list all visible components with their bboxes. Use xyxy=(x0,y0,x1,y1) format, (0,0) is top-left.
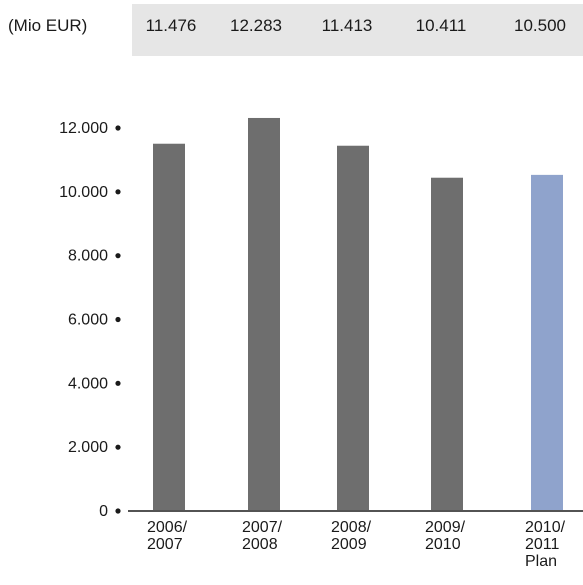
bar xyxy=(248,117,280,510)
x-category-label-line: Plan xyxy=(525,553,557,570)
y-tick-label: 4.000 xyxy=(68,375,108,392)
y-tick-label: 0 xyxy=(99,503,108,520)
bar xyxy=(337,145,369,510)
y-tick-label: 6.000 xyxy=(68,312,108,329)
strip-value-3: 11.413 xyxy=(321,16,373,35)
y-tick-marker xyxy=(115,189,121,195)
bar xyxy=(153,143,185,510)
y-tick-label: 8.000 xyxy=(68,248,108,265)
x-category-label-line: 2008/ xyxy=(331,519,372,536)
x-category-label-line: 2008 xyxy=(242,536,278,553)
bar xyxy=(431,177,463,510)
y-tick-marker xyxy=(115,444,121,450)
y-tick-label: 2.000 xyxy=(68,439,108,456)
strip-value-1: 11.476 xyxy=(145,16,197,35)
value-strip: 11.476 12.283 11.413 10.411 10.500 xyxy=(132,4,583,56)
x-category-label: 2008/2009 xyxy=(331,519,372,553)
y-tick-marker xyxy=(115,316,121,323)
x-category-label-line: 2010/ xyxy=(525,519,566,536)
strip-value-2: 12.283 xyxy=(230,16,282,35)
y-tick-marker xyxy=(115,508,121,514)
y-tick-label: 10.000 xyxy=(59,184,108,201)
y-tick-marker xyxy=(115,380,121,386)
x-category-label: 2010/2011 Plan xyxy=(525,519,566,570)
x-category-label-line: 2007 xyxy=(147,536,183,553)
x-category-label: 2006/2007 xyxy=(147,519,188,553)
y-tick-marker xyxy=(115,125,121,131)
x-category-label-line: 2006/ xyxy=(147,519,188,536)
x-category-label-line: 2009 xyxy=(331,536,367,553)
strip-value-4: 10.411 xyxy=(415,16,467,35)
y-tick-marker xyxy=(115,253,121,259)
bar-plan xyxy=(531,174,563,510)
strip-value-5: 10.500 xyxy=(514,16,566,35)
y-tick-label: 12.000 xyxy=(59,120,108,137)
x-category-label: 2007/2008 xyxy=(242,519,283,553)
unit-label: (Mio EUR) xyxy=(8,16,88,35)
x-category-label-line: 2007/ xyxy=(242,519,283,536)
x-category-label-line: 2009/ xyxy=(425,519,466,536)
x-category-label-line: 2011 xyxy=(525,536,560,553)
x-category-label-line: 2010 xyxy=(425,536,461,553)
x-category-label: 2009/2010 xyxy=(425,519,466,553)
